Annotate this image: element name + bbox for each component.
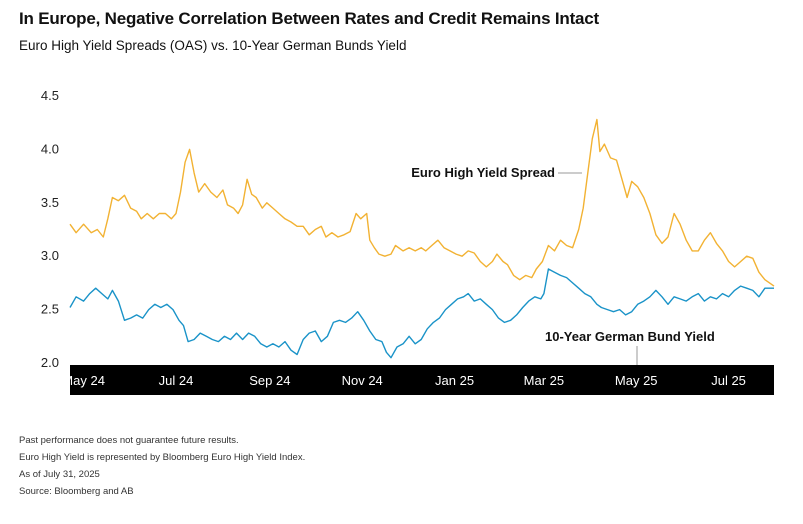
x-tick-label: Jul 24 [159,373,194,388]
spread-series-line [69,118,775,287]
line-chart: 2.0 2.5 3.0 3.5 4.0 4.5 May 24 Jul 24 Sep 24 Nov… [41,88,775,395]
x-tick-label: Nov 24 [342,373,383,388]
x-tick-label: Mar 25 [524,373,564,388]
series-lines [69,118,775,359]
footnote-index: Euro High Yield is represented by Bloomb… [19,452,306,463]
y-tick-label: 3.0 [41,248,59,263]
x-tick-label: Jan 25 [435,373,474,388]
x-tick-label: Jul 25 [711,373,746,388]
footnote-source: Source: Bloomberg and AB [19,486,134,497]
footnote-as-of: As of July 31, 2025 [19,469,100,480]
y-tick-label: 3.5 [41,195,59,210]
y-tick-label: 4.0 [41,141,59,156]
x-axis: May 24 Jul 24 Sep 24 Nov 24 Jan 25 Mar 25 May … [62,373,746,388]
footnote-performance: Past performance does not guarantee futu… [19,435,239,446]
bund-series-line [69,268,774,359]
chart-subtitle: Euro High Yield Spreads (OAS) vs. 10-Yea… [19,38,407,53]
x-axis-band [70,365,774,395]
x-tick-label: Sep 24 [249,373,290,388]
y-tick-label: 2.0 [41,355,59,370]
y-tick-label: 4.5 [41,88,59,103]
x-tick-label: May 24 [62,373,105,388]
y-tick-label: 2.5 [41,302,59,317]
footnotes: Past performance does not guarantee futu… [19,432,305,500]
spread-series-label: Euro High Yield Spread [411,165,555,180]
bund-series-label: 10-Year German Bund Yield [545,329,715,344]
chart-title: In Europe, Negative Correlation Between … [19,9,599,28]
y-axis: 2.0 2.5 3.0 3.5 4.0 4.5 [41,88,59,370]
x-tick-label: May 25 [615,373,658,388]
